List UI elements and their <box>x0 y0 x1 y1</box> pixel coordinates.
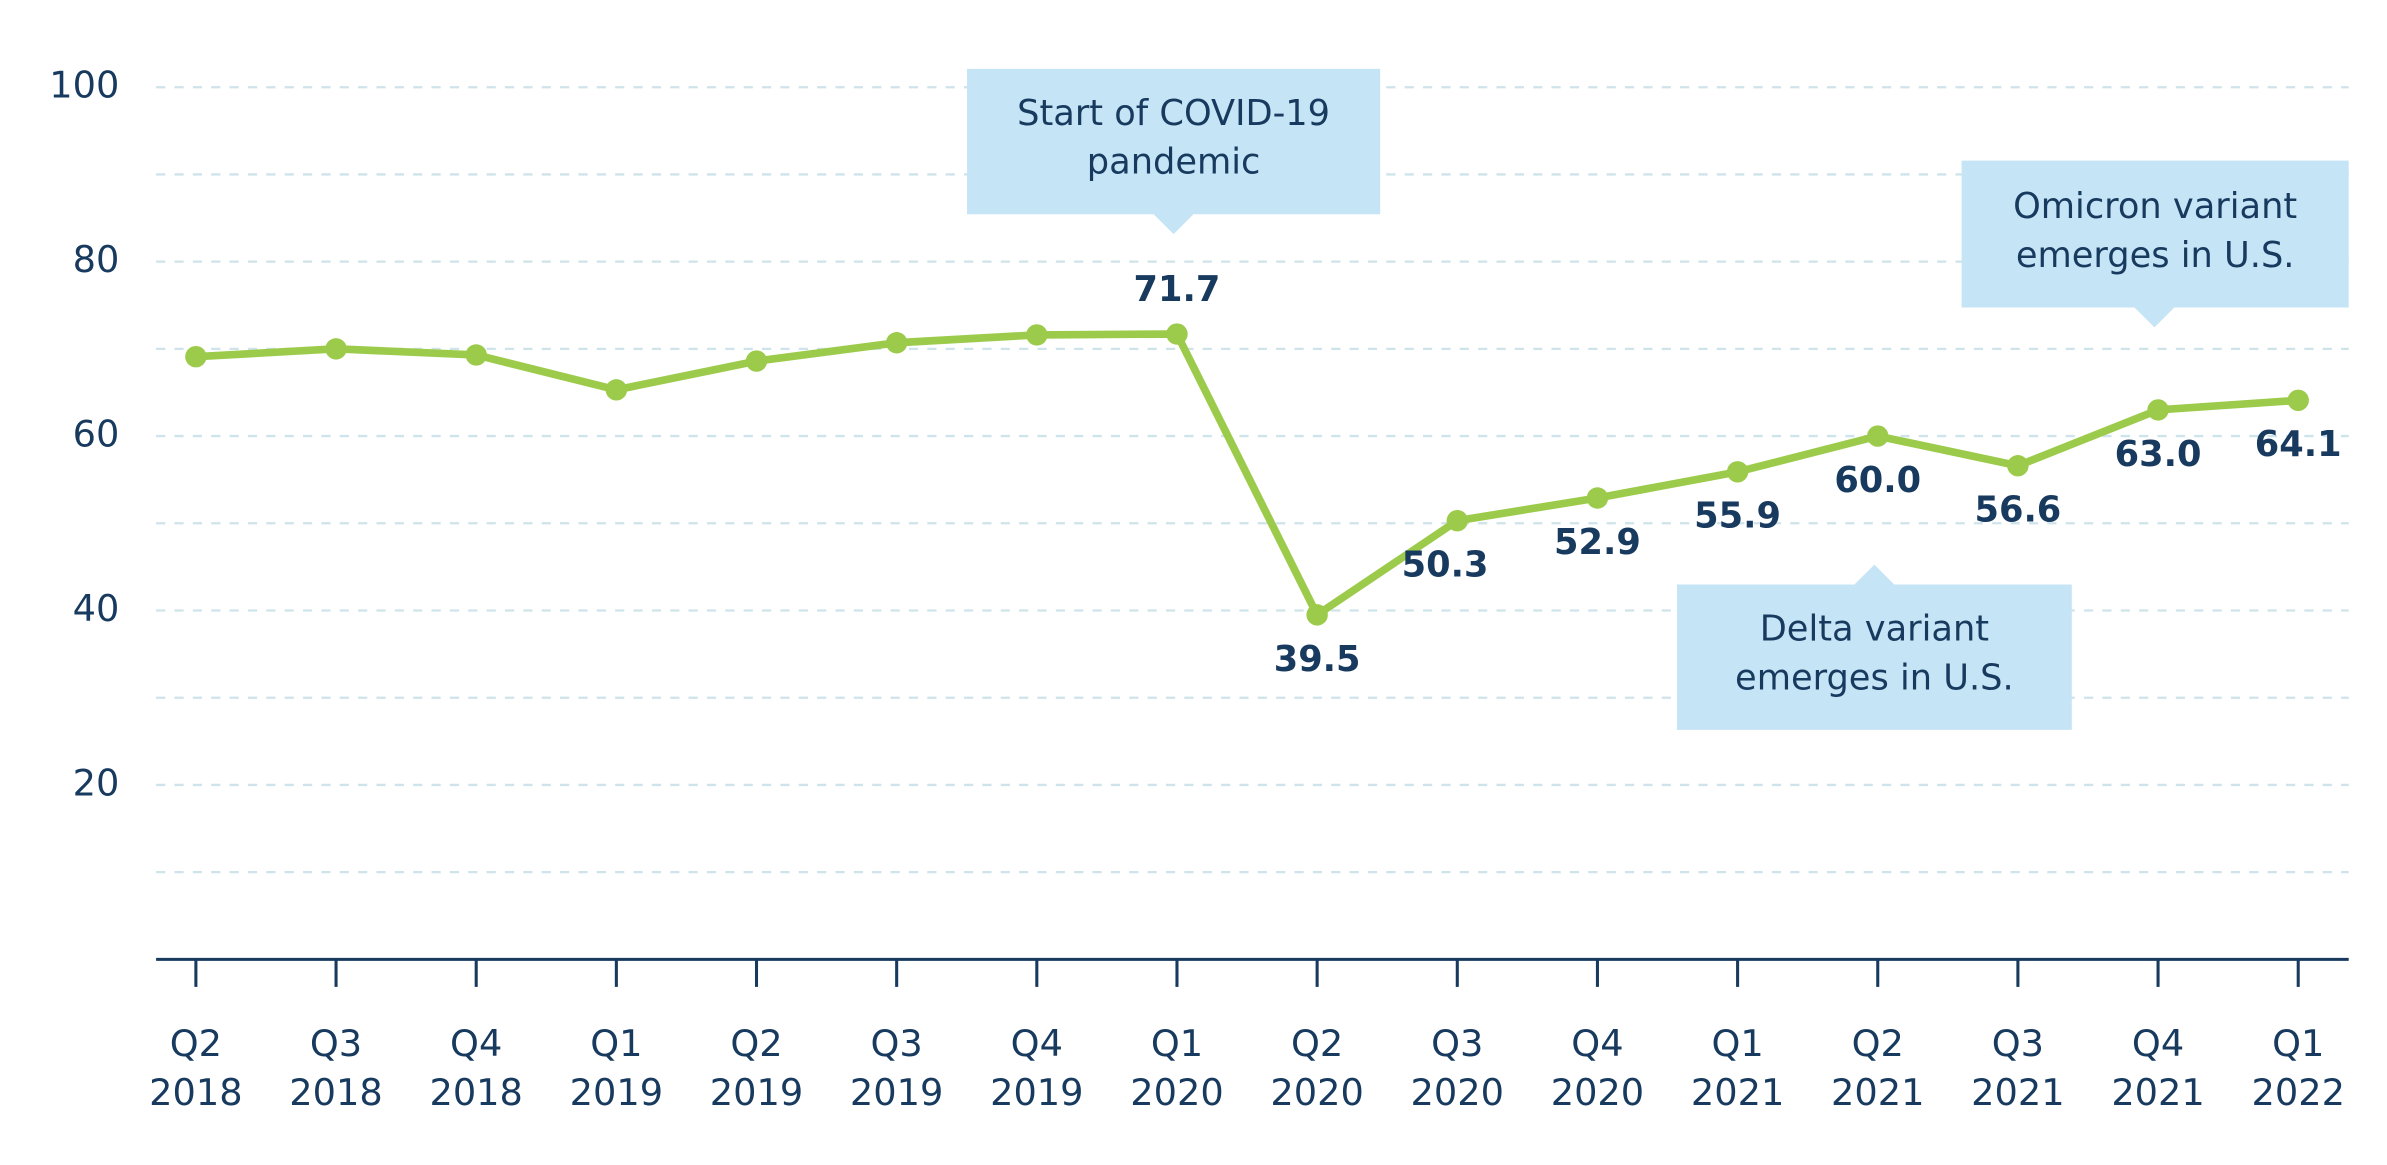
annotation-text: Delta variant <box>1760 608 1989 649</box>
x-tick-label: Q1 2022 <box>2251 1022 2344 1114</box>
x-tick-label-line: 2018 <box>289 1071 382 1114</box>
value-label: 64.1 <box>2255 424 2342 465</box>
annotation-text: emerges in U.S. <box>1735 657 2014 698</box>
annotation-box <box>1961 160 2349 328</box>
data-point <box>1586 487 1609 509</box>
x-tick-label: Q1 2019 <box>570 1022 663 1114</box>
x-tick-label-line: 2019 <box>850 1071 943 1114</box>
y-tick-label: 40 <box>73 587 120 630</box>
x-tick-label: Q4 2020 <box>1551 1022 1644 1114</box>
annotation-text: Omicron variant <box>2013 186 2297 227</box>
x-tick-label: Q2 2019 <box>710 1022 803 1114</box>
x-tick-label-line: Q3 <box>310 1022 362 1065</box>
x-tick-label: Q4 2019 <box>990 1022 1083 1114</box>
x-tick-label-line: Q4 <box>1011 1022 1063 1065</box>
x-tick-label-line: 2019 <box>570 1071 663 1114</box>
data-point <box>185 345 207 368</box>
data-point <box>325 338 347 360</box>
value-label: 50.3 <box>1402 545 1489 586</box>
x-tick-label-line: 2020 <box>1270 1071 1363 1114</box>
x-tick-label-line: Q1 <box>1151 1022 1203 1065</box>
data-point <box>2147 399 2169 421</box>
value-label: 71.7 <box>1134 269 1221 310</box>
x-tick-label: Q2 2021 <box>1831 1022 1924 1114</box>
data-line <box>195 330 2299 619</box>
x-tick-label-line: Q2 <box>1291 1022 1343 1065</box>
value-label: 60.0 <box>1834 460 1921 501</box>
x-tick-label-line: Q4 <box>450 1022 502 1065</box>
x-tick-label-line: 2018 <box>429 1071 522 1114</box>
data-point <box>1867 425 1889 447</box>
y-tick-label: 20 <box>73 761 120 804</box>
x-tick-label-line: 2019 <box>710 1071 803 1114</box>
x-tick-label-line: Q1 <box>590 1022 642 1065</box>
x-tick-label: Q3 2020 <box>1411 1022 1504 1114</box>
x-tick-label-line: Q3 <box>871 1022 923 1065</box>
x-tick-label: Q4 2021 <box>2111 1022 2204 1114</box>
y-tick-label: 100 <box>49 64 119 107</box>
x-tick-label-line: Q1 <box>1711 1022 1763 1065</box>
x-tick-label-line: Q2 <box>730 1022 782 1065</box>
y-tick-label: 80 <box>73 238 120 281</box>
x-tick-label-line: 2021 <box>2111 1071 2204 1114</box>
x-tick-label-line: 2020 <box>1551 1071 1644 1114</box>
data-point <box>605 379 628 401</box>
x-tick-label: Q3 2019 <box>850 1022 943 1114</box>
data-point <box>885 332 908 354</box>
data-point <box>1306 604 1328 626</box>
x-tick-label-line: Q1 <box>2272 1022 2324 1065</box>
x-tick-label-line: 2021 <box>1691 1071 1784 1114</box>
data-point <box>745 350 768 372</box>
annotation-box <box>967 68 1381 235</box>
data-point <box>2007 455 2029 477</box>
data-point <box>1166 323 1188 345</box>
x-tick-label-line: 2020 <box>1130 1071 1223 1114</box>
x-tick-label-line: Q3 <box>1992 1022 2044 1065</box>
x-tick-label: Q1 2020 <box>1130 1022 1223 1114</box>
data-point <box>1446 509 1468 532</box>
x-tick-label-line: Q2 <box>170 1022 222 1065</box>
x-tick-label: Q4 2018 <box>429 1022 522 1114</box>
x-tick-label: Q3 2018 <box>289 1022 382 1114</box>
annotation-text: Start of COVID-19 <box>1017 93 1330 134</box>
value-label: 56.6 <box>1974 490 2061 531</box>
x-tick-label-line: 2019 <box>990 1071 1083 1114</box>
x-tick-label: Q2 2020 <box>1270 1022 1363 1114</box>
annotation-text: pandemic <box>1087 142 1261 183</box>
data-point <box>465 344 487 366</box>
data-point <box>1726 461 1749 483</box>
data-point <box>1026 324 1048 346</box>
x-tick-label-line: Q3 <box>1431 1022 1483 1065</box>
x-tick-label: Q2 2018 <box>149 1022 242 1114</box>
value-label: 52.9 <box>1554 522 1641 563</box>
value-label: 63.0 <box>2115 434 2202 475</box>
x-tick-label-line: Q4 <box>2132 1022 2184 1065</box>
x-tick-label-line: 2021 <box>1971 1071 2064 1114</box>
annotation-box <box>1677 564 2072 730</box>
x-tick-label-line: 2020 <box>1411 1071 1504 1114</box>
x-tick-label-line: Q4 <box>1571 1022 1623 1065</box>
x-tick-label-line: Q2 <box>1852 1022 1904 1065</box>
data-point <box>2287 389 2309 412</box>
value-label: 55.9 <box>1694 496 1781 537</box>
value-label: 39.5 <box>1274 639 1361 680</box>
x-tick-label-line: 2022 <box>2251 1071 2344 1114</box>
y-tick-label: 60 <box>73 413 120 456</box>
annotation-text: emerges in U.S. <box>2016 235 2295 276</box>
x-tick-label-line: 2021 <box>1831 1071 1924 1114</box>
x-tick-label-line: 2018 <box>149 1071 242 1114</box>
x-tick-label: Q3 2021 <box>1971 1022 2064 1114</box>
x-tick-label: Q1 2021 <box>1691 1022 1784 1114</box>
